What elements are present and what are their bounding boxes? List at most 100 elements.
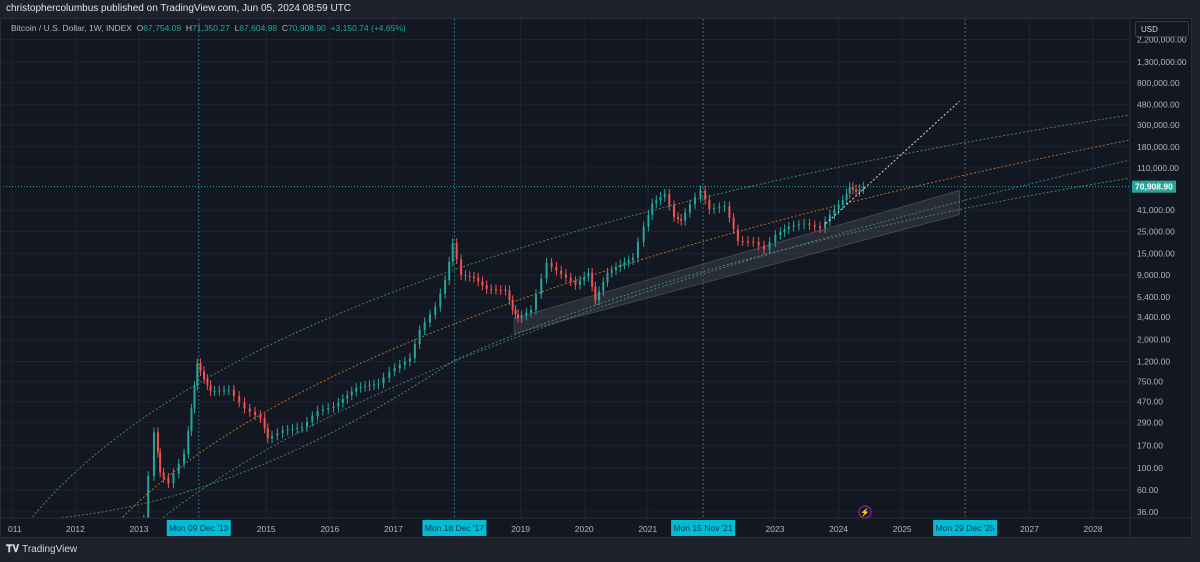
- candle-body: [206, 378, 209, 386]
- candle-body: [851, 187, 854, 190]
- candle-body: [713, 208, 716, 210]
- open-label: O: [136, 23, 144, 33]
- candle-body: [183, 453, 186, 464]
- candle-body: [199, 363, 202, 372]
- highlight-date-tag: [166, 520, 231, 536]
- x-tick-label: 2020: [575, 524, 594, 534]
- candle-body: [140, 538, 142, 556]
- x-tick-label: 2013: [130, 524, 149, 534]
- candle-body: [545, 262, 548, 279]
- y-tick-label: 470.00: [1137, 397, 1163, 407]
- candle-body: [434, 306, 437, 315]
- candle-body: [578, 280, 581, 285]
- y-tick-label: 3,400.00: [1137, 312, 1170, 322]
- candle-body: [271, 435, 274, 439]
- candle-body: [281, 430, 284, 434]
- candle-body: [499, 289, 502, 291]
- candle-body: [327, 407, 330, 410]
- candle-body: [428, 314, 431, 323]
- candle-body: [359, 386, 362, 388]
- growth-curve-2: [161, 159, 1130, 518]
- candle-body: [708, 199, 711, 210]
- candle-body: [631, 257, 634, 261]
- y-tick-label: 180,000.00: [1137, 142, 1180, 152]
- candle-body: [227, 389, 230, 391]
- candle-body: [196, 363, 199, 386]
- candle-body: [162, 472, 165, 478]
- candle-body: [574, 281, 577, 285]
- y-tick-label: 41,000.00: [1137, 205, 1175, 215]
- candle-body: [444, 280, 447, 294]
- candle-body: [673, 205, 676, 217]
- candle-body: [276, 433, 279, 436]
- candle-body: [156, 432, 159, 453]
- y-tick-label: 25,000.00: [1137, 226, 1175, 236]
- candle-body: [355, 387, 358, 392]
- candle-body: [364, 386, 367, 388]
- candle-body: [534, 294, 537, 310]
- candle-body: [610, 270, 613, 273]
- candle-body: [569, 277, 572, 282]
- candle-body: [263, 418, 266, 429]
- candle-body: [598, 291, 601, 301]
- candle-body: [520, 315, 523, 319]
- candle-body: [187, 431, 190, 454]
- x-tick-label: 2019: [511, 524, 530, 534]
- candle-body: [464, 275, 467, 277]
- tradingview-logo-icon: 𝐓𝐕: [6, 544, 20, 555]
- x-tick-label: 2025: [893, 524, 912, 534]
- currency-button[interactable]: USD: [1135, 21, 1189, 37]
- candle-body: [460, 259, 463, 276]
- candle-body: [266, 428, 269, 439]
- low-label: L: [234, 23, 240, 33]
- change-value: +3,150.74 (+4.65%): [330, 23, 406, 33]
- candle-body: [824, 221, 827, 229]
- x-tick-label: 2028: [1084, 524, 1103, 534]
- candle-body: [797, 224, 800, 226]
- highlight-date-label: Mon 29 Dec '25: [936, 523, 996, 533]
- candle-body: [606, 272, 609, 283]
- candle-body: [699, 190, 702, 198]
- low-value: 67,604.98: [239, 23, 278, 33]
- y-tick-label: 5,400.00: [1137, 292, 1170, 302]
- y-tick-label: 1,200.00: [1137, 357, 1170, 367]
- candle-body: [377, 383, 380, 385]
- candle-body: [591, 272, 594, 287]
- candle-body: [837, 204, 840, 210]
- candle-body: [736, 229, 739, 241]
- close-label: C: [281, 23, 288, 33]
- candle-body: [248, 408, 251, 412]
- candle-body: [413, 344, 416, 359]
- y-tick-label: 300,000.00: [1137, 120, 1180, 130]
- y-tick-label: 15,000.00: [1137, 248, 1175, 258]
- candle-body: [167, 477, 170, 484]
- candle-body: [350, 391, 353, 396]
- tradingview-footer: 𝐓𝐕 TradingView: [6, 544, 77, 555]
- candle-body: [316, 410, 319, 417]
- growth-curve-0: [31, 114, 1130, 518]
- candle-body: [423, 322, 426, 331]
- candle-body: [723, 206, 726, 208]
- candle-body: [819, 226, 822, 229]
- candle-body: [243, 402, 246, 409]
- candle-body: [190, 408, 193, 432]
- y-tick-label: 2,200,000.00: [1137, 34, 1187, 44]
- highlight-date-label: Mon 09 Dec '13: [169, 523, 229, 533]
- y-tick-label: 36.00: [1137, 507, 1159, 517]
- candle-body: [540, 278, 543, 295]
- candle-body: [746, 241, 749, 243]
- candle-body: [855, 189, 858, 192]
- candle-body: [398, 364, 401, 369]
- highlight-date-label: Mon 15 Nov '21: [673, 523, 733, 533]
- candle-body: [485, 285, 488, 290]
- candle-body: [623, 262, 626, 265]
- last-price-label: 70,908.90: [1135, 182, 1173, 192]
- candle-body: [813, 225, 816, 227]
- x-tick-label: 011: [8, 524, 22, 534]
- x-tick-label: 2027: [1020, 524, 1039, 534]
- candle-body: [651, 203, 654, 215]
- candle-body: [560, 270, 563, 275]
- candle-body: [504, 290, 507, 292]
- candle-body: [848, 187, 851, 194]
